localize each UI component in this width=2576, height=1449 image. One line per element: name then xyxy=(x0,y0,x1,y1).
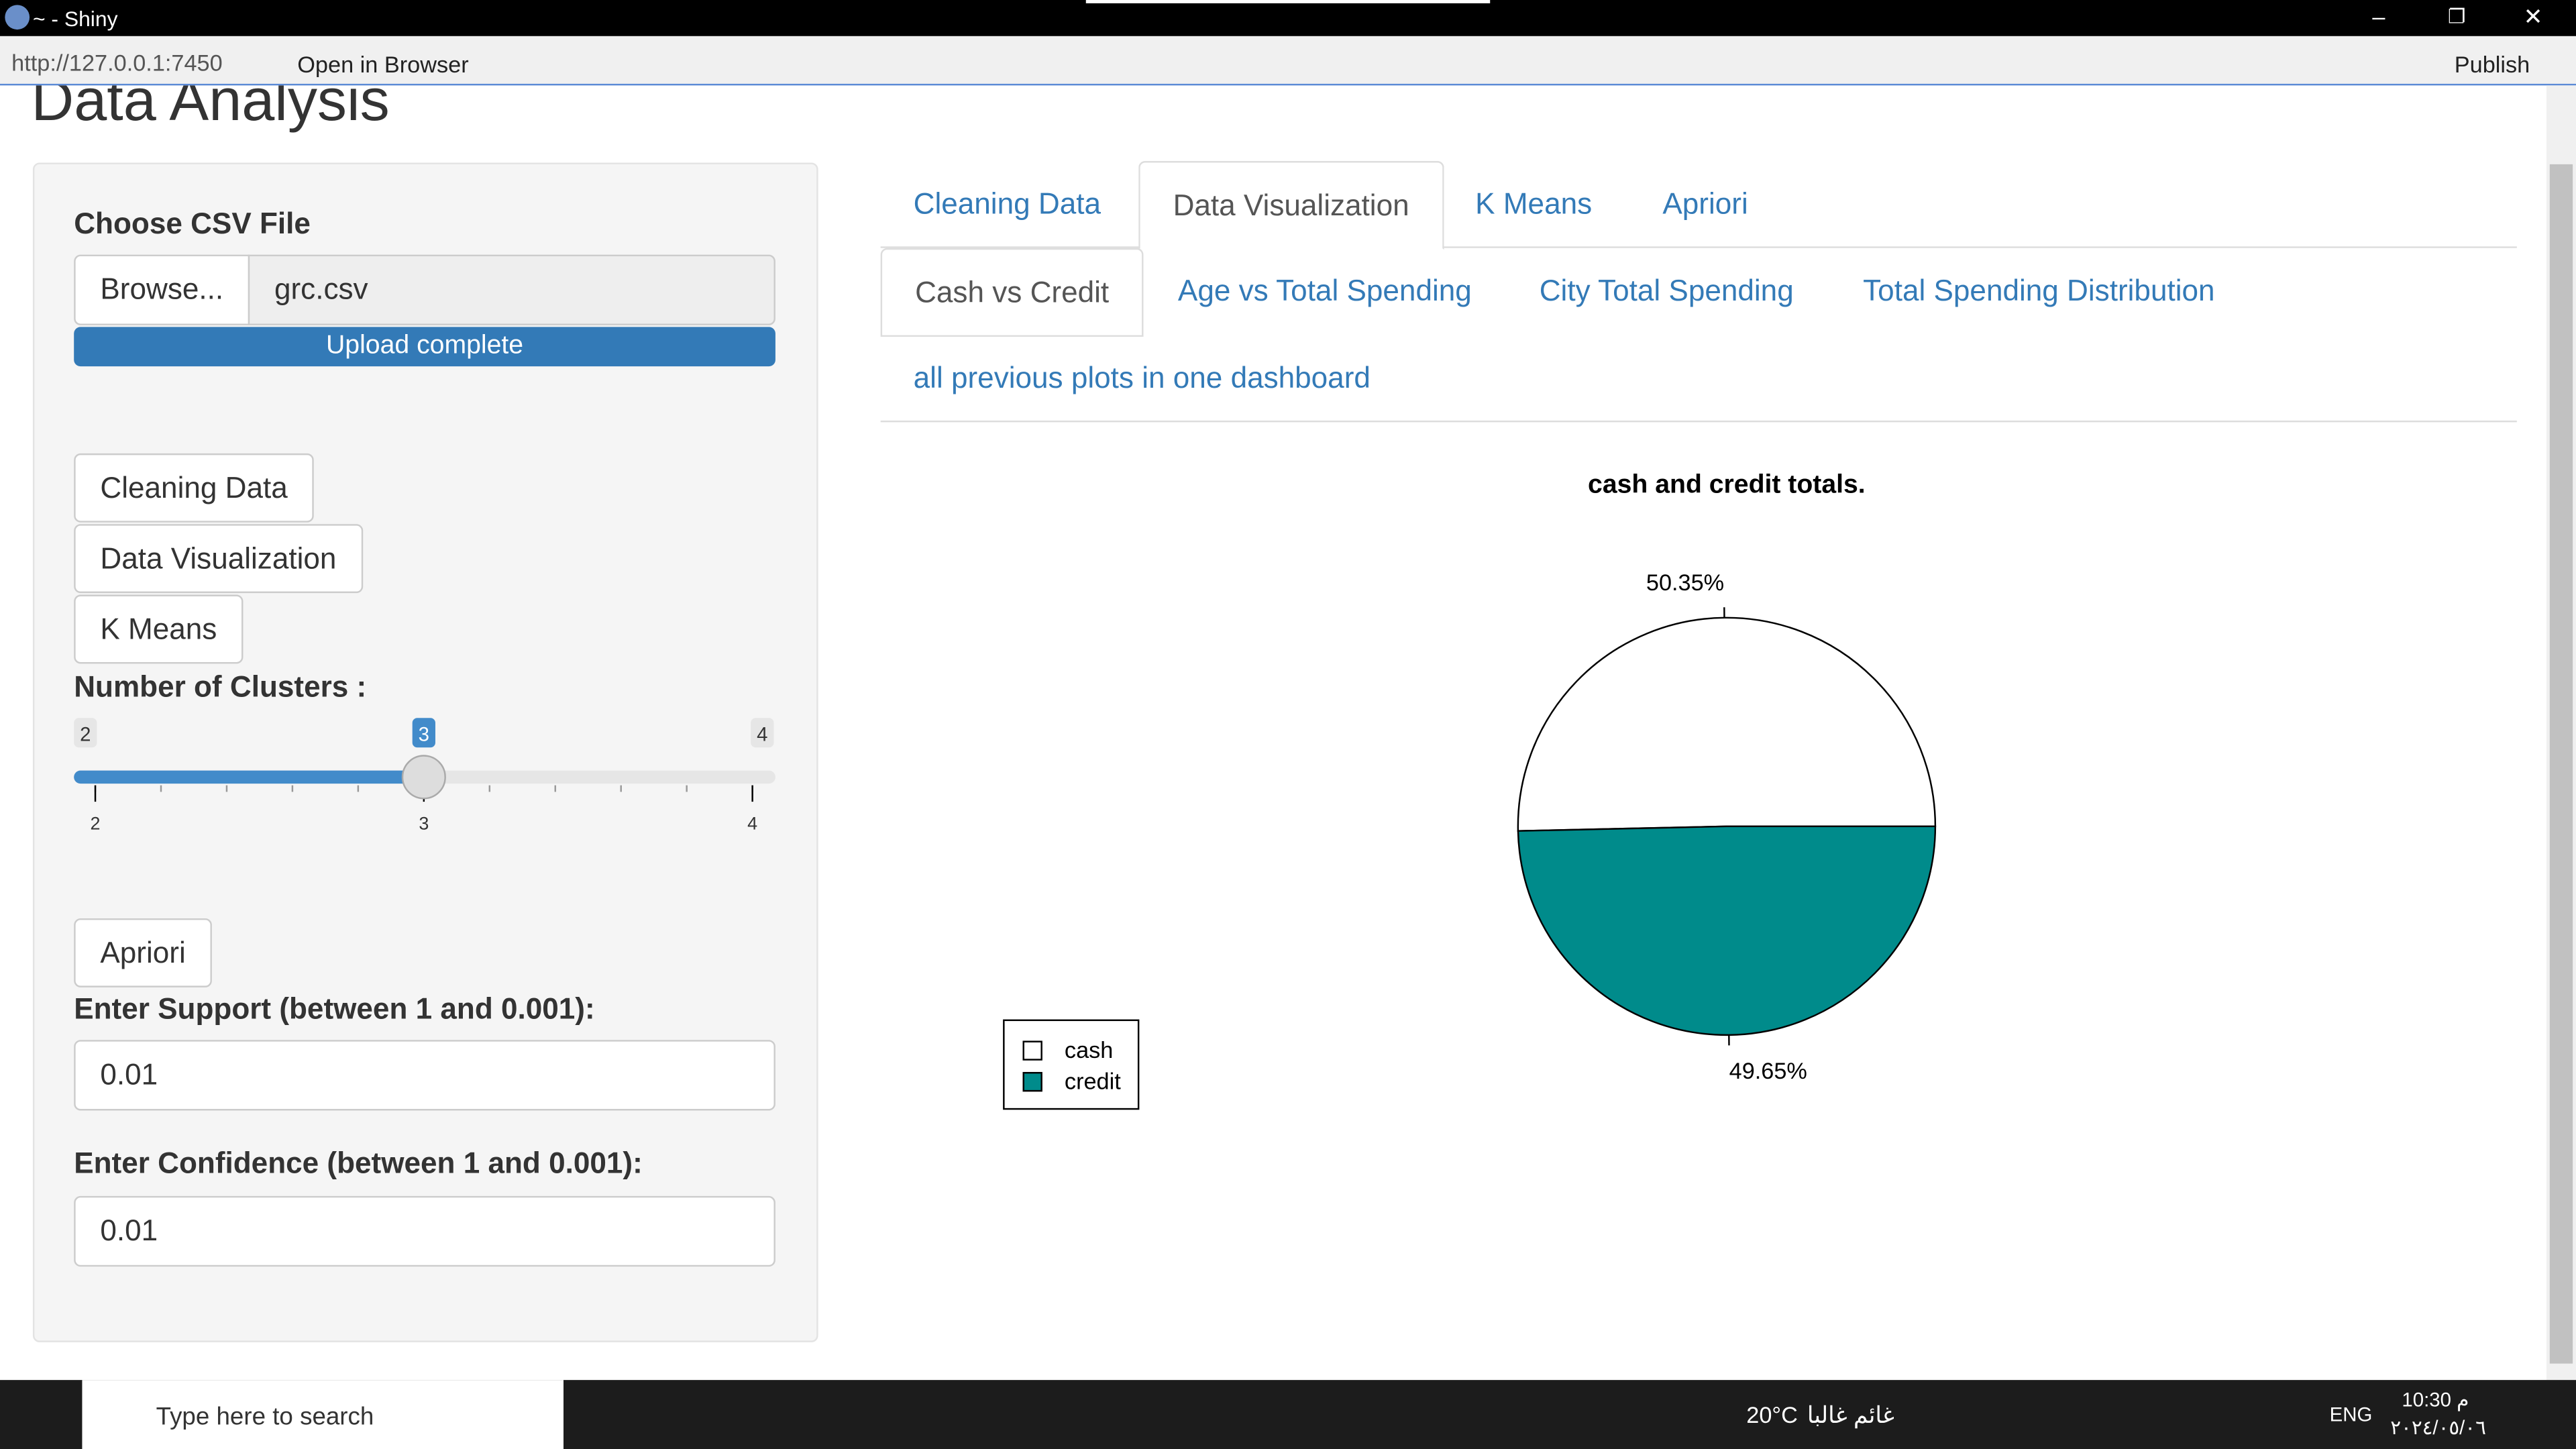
slider[interactable]: 2 3 4 2 4 3 xyxy=(0,706,821,854)
open-browser[interactable]: Open in Browser xyxy=(297,50,469,78)
r-icon xyxy=(5,5,30,30)
slider-bubble xyxy=(751,718,774,748)
subtab-active[interactable]: Cash vs Credit xyxy=(880,248,1144,337)
slider-bar xyxy=(74,770,424,784)
tab[interactable]: Apriori xyxy=(1662,187,1748,221)
file-label: Choose CSV File xyxy=(74,207,311,240)
indicator xyxy=(1085,0,1491,3)
window-title: ~ - Shiny xyxy=(32,6,118,32)
search-text[interactable]: Type here to search xyxy=(156,1403,374,1432)
subtab-line xyxy=(880,420,2517,423)
time: 10:30 م xyxy=(2402,1388,2469,1411)
slider-bubble xyxy=(74,718,97,748)
kmeans-button[interactable]: K Means xyxy=(74,594,244,664)
confidence-label: Enter Confidence (between 1 and 0.001): xyxy=(74,1146,643,1180)
cleaning-button[interactable]: Cleaning Data xyxy=(74,453,314,523)
date: ٢٠٢٤/٠٥/٠٦ xyxy=(2390,1416,2486,1440)
subtab[interactable]: Age vs Total Spending xyxy=(1177,274,1472,307)
subtab[interactable]: all previous plots in one dashboard xyxy=(913,361,1371,394)
pie-slice xyxy=(1517,616,1937,832)
restore[interactable]: ❐ xyxy=(2447,5,2466,28)
value-label: 50.35% xyxy=(1646,570,1724,596)
slider-bubble-label: 2 xyxy=(80,723,91,745)
slider-bubble-label: 4 xyxy=(757,723,767,745)
support-label: Enter Support (between 1 and 0.001): xyxy=(74,992,595,1026)
pie-chart: cash and credit totals. 50.35% 49.65% cash c… xyxy=(1003,470,1937,1110)
title-bar: ~ - Shiny – ❐ ✕ xyxy=(0,0,2576,36)
file-name: grc.csv xyxy=(248,254,775,325)
support-input[interactable]: 0.01 xyxy=(74,1040,775,1111)
clusters-label: Number of Clusters : xyxy=(74,670,367,704)
tick-label: 2 xyxy=(91,814,101,834)
confidence-input[interactable]: 0.01 xyxy=(74,1195,775,1267)
url: http://127.0.0.1:7450 xyxy=(11,49,223,76)
visualization-button[interactable]: Data Visualization xyxy=(74,524,363,594)
temperature: 20°C xyxy=(1746,1401,1798,1428)
tab[interactable]: Cleaning Data xyxy=(913,187,1102,221)
tick-label: 4 xyxy=(747,814,757,834)
progress-bar: Upload complete xyxy=(74,327,775,367)
address-bar: http://127.0.0.1:7450 Open in Browser Pu… xyxy=(0,36,2576,86)
chart-title: cash and credit totals. xyxy=(1588,470,1866,499)
legend-box xyxy=(1003,1019,1140,1110)
legend-swatch xyxy=(1022,1040,1042,1061)
apriori-button[interactable]: Apriori xyxy=(74,918,212,987)
browse-button[interactable]: Browse... xyxy=(74,254,250,325)
scrollbar[interactable] xyxy=(2546,85,2576,1381)
subtab[interactable]: Total Spending Distribution xyxy=(1863,274,2215,307)
tab[interactable]: K Means xyxy=(1475,187,1593,221)
tab-active[interactable]: Data Visualization xyxy=(1138,161,1444,250)
search-box[interactable] xyxy=(82,1380,564,1449)
legend-swatch xyxy=(1022,1071,1042,1092)
slider-handle xyxy=(401,755,446,800)
legend-label: cash xyxy=(1065,1038,1113,1063)
slider-bubble xyxy=(412,718,435,748)
language: ENG xyxy=(2329,1403,2373,1426)
legend-label: credit xyxy=(1065,1069,1121,1095)
value-label: 49.65% xyxy=(1729,1059,1807,1084)
close[interactable]: ✕ xyxy=(2523,3,2543,30)
taskbar: Type here to search 20°C غائم غالبا ENG … xyxy=(0,1380,2576,1449)
subtab[interactable]: City Total Spending xyxy=(1539,274,1794,307)
tick-label: 3 xyxy=(419,814,429,834)
publish[interactable]: Publish xyxy=(2454,50,2530,78)
scroll-thumb[interactable] xyxy=(2549,164,2573,1364)
minimize[interactable]: – xyxy=(2372,3,2385,30)
tab-line xyxy=(880,246,2517,248)
slider-bubble-label: 3 xyxy=(419,723,429,745)
weather: غائم غالبا xyxy=(1807,1401,1894,1428)
pie-slice xyxy=(1517,825,1937,1036)
